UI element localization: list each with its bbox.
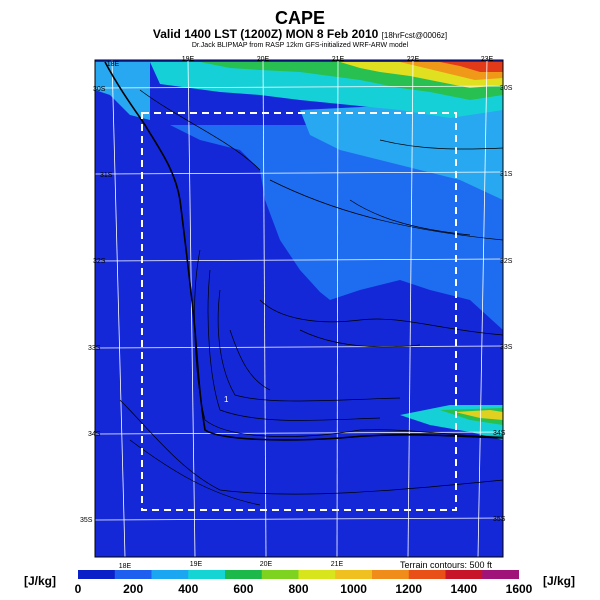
colorbar-swatch [78, 570, 116, 579]
colorbar-swatch [298, 570, 336, 579]
lon-label: 19E [190, 561, 203, 568]
forecast-tag: [18hrFcst@0006z] [381, 31, 448, 40]
terrain-contour-note: Terrain contours: 500 ft [400, 560, 493, 570]
lat-labels-right: 30S 31S 32S 33S 34S 35S [493, 85, 513, 523]
lat-label: 33S [88, 345, 101, 352]
colorbar-tick-label: 0 [74, 582, 82, 596]
map-frame [94, 59, 504, 558]
lat-label: 34S [88, 431, 101, 438]
lat-label: 34S [493, 430, 506, 437]
coastline [104, 61, 504, 441]
colorbar-swatch [335, 570, 373, 579]
cape-region-light [300, 100, 503, 200]
valid-time-line: Valid 1400 LST (1200Z) MON 8 Feb 2010 [1… [0, 27, 600, 41]
colorbar-swatch [261, 570, 299, 579]
cape-region-medium [170, 125, 503, 330]
lat-label: 30S [500, 85, 513, 92]
lat-label: 35S [80, 517, 93, 524]
colorbar-swatch [225, 570, 263, 579]
colorbar-swatch [482, 570, 519, 579]
colorbar-tick-label: 1600 [505, 582, 533, 596]
model-credit: Dr.Jack BLIPMAP from RASP 12km GFS-initi… [191, 42, 409, 49]
graticule [94, 59, 504, 558]
colorbar-swatch [114, 570, 152, 579]
lat-label: 35S [493, 516, 506, 523]
lon-label: 21E [331, 561, 344, 568]
colorbar-tick-label: 800 [288, 582, 309, 596]
colorbar-swatch [445, 570, 483, 579]
point-marker: 1 [224, 395, 229, 404]
terrain-contours [119, 89, 504, 506]
lat-label: 33S [500, 344, 513, 351]
cape-region-southeast-core [455, 410, 503, 420]
colorbar [78, 570, 519, 579]
lat-label: 31S [100, 172, 113, 179]
colorbar-tick-label: 200 [123, 582, 144, 596]
colorbar-swatch [188, 570, 226, 579]
lat-label: 32S [93, 258, 106, 265]
colorbar-swatch [151, 570, 189, 579]
valid-time-text: Valid 1400 LST (1200Z) MON 8 Feb 2010 [152, 27, 379, 41]
colorbar-tick-label: 1000 [340, 582, 367, 596]
colorbar-unit-left: [J/kg] [24, 574, 57, 588]
domain-box [141, 112, 457, 511]
colorbar-tick-label: 400 [178, 582, 199, 596]
colorbar-tick-label: 1200 [395, 582, 423, 596]
lon-label: 20E [260, 561, 273, 568]
lat-label: 32S [500, 258, 513, 265]
lon-labels-bottom: 18E 19E 20E 21E [119, 561, 344, 570]
lat-label: 30S [93, 86, 106, 93]
map-title: CAPE [274, 8, 325, 28]
lat-label: 31S [500, 171, 513, 178]
lat-labels-left: 30S 31S 32S 33S 34S 35S [80, 86, 113, 524]
colorbar-tick-label: 1400 [450, 582, 478, 596]
colorbar-swatch [372, 570, 410, 579]
colorbar-unit-right: [J/kg] [543, 574, 576, 588]
colorbar-tick-label: 600 [233, 582, 254, 596]
lon-label: 18E [107, 61, 120, 68]
colorbar-swatch [408, 570, 446, 579]
lon-label: 18E [119, 563, 132, 570]
